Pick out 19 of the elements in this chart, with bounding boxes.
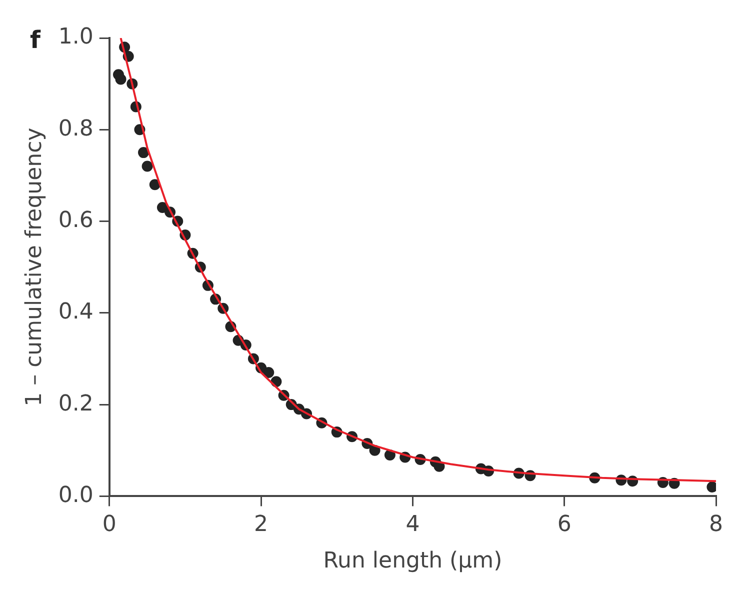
point	[115, 74, 126, 85]
x-tick-label: 6	[557, 512, 572, 538]
y-tick-label: 0.2	[58, 391, 94, 416]
y-tick-label: 0.0	[58, 482, 94, 508]
y-tick-label: 0.4	[58, 300, 94, 325]
y-tick-label: 0.6	[58, 208, 94, 233]
point	[138, 147, 150, 158]
x-tick-label: 4	[406, 512, 420, 538]
y-tick-label: 1.0	[58, 24, 94, 50]
point	[149, 179, 160, 190]
x-tick-label: 2	[254, 512, 268, 538]
y-tick-label: 0.8	[58, 116, 94, 142]
y-axis-title: 1 – cumulative frequency	[22, 128, 47, 406]
text: f	[30, 26, 41, 54]
point	[263, 366, 274, 378]
x-tick-label: 8	[709, 512, 723, 538]
x-tick-label: 0	[102, 512, 116, 538]
x-axis-title: Run length (µm)	[323, 548, 502, 574]
point	[142, 160, 153, 172]
